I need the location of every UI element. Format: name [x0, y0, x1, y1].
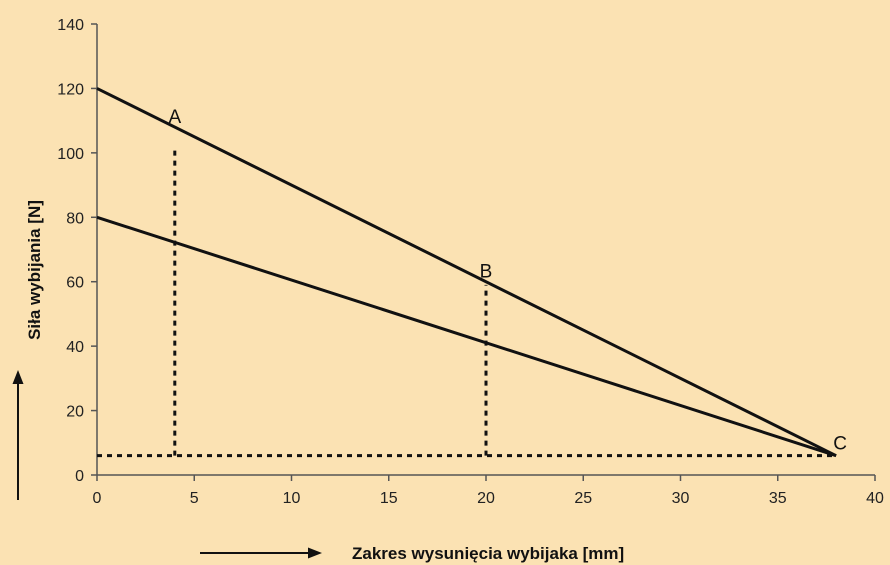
series-lines [96, 87, 837, 458]
y-tick-label: 140 [57, 17, 84, 34]
point-label-b: B [480, 262, 493, 283]
x-tick-label: 15 [380, 490, 398, 507]
y-tick-label: 0 [75, 468, 84, 485]
x-tick-label: 0 [93, 490, 102, 507]
x-tick-label: 5 [190, 490, 199, 507]
y-tick-label: 40 [66, 339, 84, 356]
y-axis-title: Siła wybijania [N] [25, 200, 44, 340]
series-line-1 [96, 87, 837, 458]
y-tick-label: 60 [66, 275, 84, 292]
y-tick-label: 80 [66, 210, 84, 227]
y-arrow-icon [12, 370, 24, 500]
y-tick-label: 100 [57, 146, 84, 163]
x-tick-label: 30 [672, 490, 690, 507]
x-tick-label: 25 [574, 490, 592, 507]
x-axis-title: Zakres wysunięcia wybijaka [mm] [352, 544, 624, 563]
point-label-a: A [168, 107, 181, 128]
annotations: A B C [168, 107, 847, 455]
x-tick-label: 10 [283, 490, 301, 507]
series-line-2 [96, 215, 837, 458]
y-tick-label: 120 [57, 81, 84, 98]
reference-lines [97, 149, 837, 458]
x-tick-label: 40 [866, 490, 884, 507]
axes: 0 20 40 60 80 100 120 140 0 5 10 15 20 25 30 35 40 [57, 17, 884, 507]
x-tick-label: 20 [477, 490, 495, 507]
x-arrow-icon [200, 547, 322, 559]
x-tick-label: 35 [769, 490, 787, 507]
y-tick-label: 20 [66, 404, 84, 421]
point-label-c: C [833, 434, 847, 455]
